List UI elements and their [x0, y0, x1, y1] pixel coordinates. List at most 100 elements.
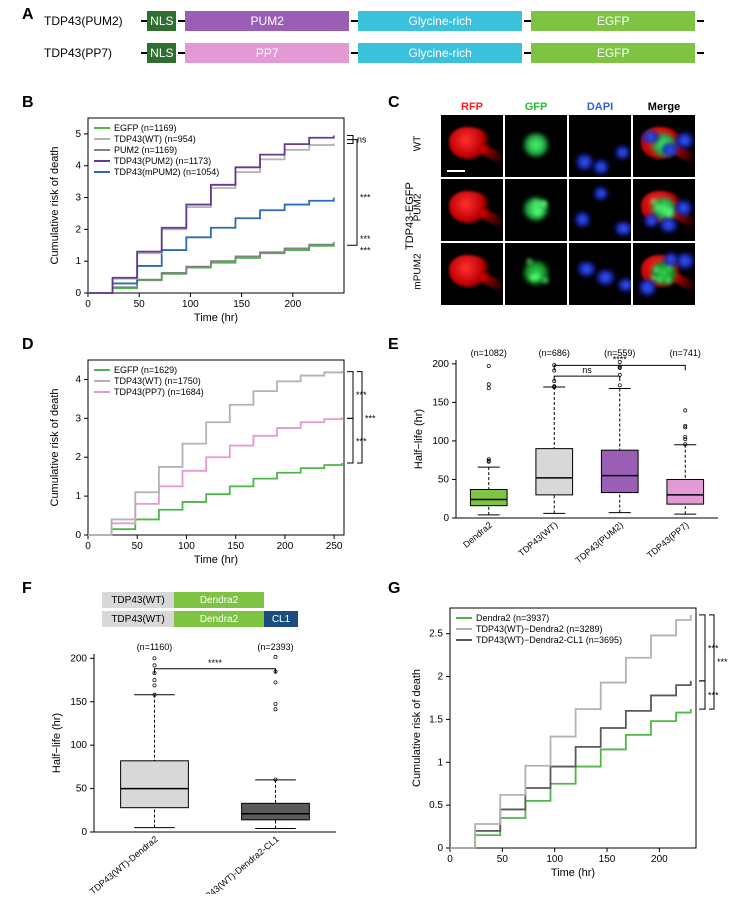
micro-col-header: GFP — [505, 101, 567, 113]
micrograph-cell — [441, 243, 503, 305]
svg-text:4: 4 — [75, 374, 81, 385]
svg-text:TDP43(WT)-Dendra2: TDP43(WT)-Dendra2 — [88, 834, 160, 894]
micro-row-label: WT — [413, 114, 424, 174]
micrograph-cell — [569, 243, 631, 305]
panel-b-label: B — [22, 94, 34, 112]
svg-text:PUM2 (n=1169): PUM2 (n=1169) — [114, 145, 177, 155]
svg-text:3: 3 — [75, 413, 81, 424]
panel-a-constructs: TDP43(PUM2) NLS PUM2 Glycine-rich EGFP TDP43(… — [44, 10, 704, 74]
micro-col-header: Merge — [633, 101, 695, 113]
svg-text:****: **** — [613, 354, 628, 364]
construct-segment: NLS — [147, 43, 176, 63]
svg-text:100: 100 — [546, 854, 563, 865]
svg-text:(n=686): (n=686) — [539, 348, 570, 358]
svg-text:4: 4 — [75, 161, 81, 172]
svg-text:TDP43(WT) (n=1750): TDP43(WT) (n=1750) — [114, 376, 201, 386]
svg-text:0: 0 — [437, 843, 443, 854]
construct-segment: EGFP — [531, 43, 695, 63]
svg-text:EGFP (n=1629): EGFP (n=1629) — [114, 365, 177, 375]
svg-text:1: 1 — [75, 491, 81, 502]
svg-text:50: 50 — [134, 299, 146, 310]
svg-text:Cumulative risk of death: Cumulative risk of death — [49, 389, 61, 507]
svg-text:0.5: 0.5 — [429, 800, 443, 811]
svg-text:150: 150 — [432, 397, 449, 408]
micro-row-label: mPUM2 — [413, 242, 424, 302]
construct-label: TDP43(PP7) — [44, 46, 141, 60]
svg-text:150: 150 — [227, 541, 244, 552]
svg-text:250: 250 — [326, 541, 343, 552]
panel-a-label: A — [22, 6, 34, 24]
svg-text:Dendra2 (n=3937): Dendra2 (n=3937) — [476, 613, 549, 623]
svg-text:***: *** — [365, 413, 376, 423]
panel-d-label: D — [22, 336, 34, 354]
svg-text:TDP43(PUM2) (n=1173): TDP43(PUM2) (n=1173) — [114, 156, 211, 166]
svg-text:***: *** — [360, 245, 371, 255]
svg-text:EGFP (n=1169): EGFP (n=1169) — [114, 123, 176, 133]
micrograph-cell — [569, 115, 631, 177]
svg-text:100: 100 — [178, 541, 195, 552]
svg-text:1: 1 — [437, 757, 443, 768]
svg-text:150: 150 — [599, 854, 616, 865]
construct-segment: EGFP — [531, 11, 695, 31]
construct-segment: PUM2 — [185, 11, 349, 31]
svg-text:5: 5 — [75, 129, 81, 140]
micrograph-cell — [569, 179, 631, 241]
construct-segment: Glycine-rich — [358, 11, 522, 31]
svg-text:Time (hr): Time (hr) — [551, 867, 595, 879]
construct-label: TDP43(PUM2) — [44, 14, 141, 28]
svg-text:***: *** — [360, 234, 371, 244]
svg-text:0: 0 — [85, 299, 91, 310]
svg-text:TDP43(WT) (n=954): TDP43(WT) (n=954) — [114, 134, 196, 144]
svg-text:2: 2 — [437, 672, 443, 683]
svg-text:150: 150 — [70, 697, 87, 708]
svg-text:200: 200 — [284, 299, 301, 310]
micro-row-label: PUM2 — [413, 178, 424, 238]
svg-text:Half−life (hr): Half−life (hr) — [413, 409, 425, 469]
svg-text:(n=1160): (n=1160) — [137, 642, 173, 652]
svg-text:50: 50 — [132, 541, 144, 552]
micrograph-cell — [441, 179, 503, 241]
micrograph-cell — [505, 243, 567, 305]
svg-text:0: 0 — [85, 541, 91, 552]
svg-text:200: 200 — [651, 854, 668, 865]
svg-text:2: 2 — [75, 452, 81, 463]
svg-text:1.5: 1.5 — [429, 714, 443, 725]
micrograph-cell — [633, 179, 695, 241]
svg-text:Dendra2: Dendra2 — [461, 520, 494, 550]
svg-text:(n=2393): (n=2393) — [257, 642, 293, 652]
svg-text:TDP43(mPUM2) (n=1054): TDP43(mPUM2) (n=1054) — [114, 167, 219, 177]
svg-text:200: 200 — [277, 541, 294, 552]
svg-text:***: *** — [717, 657, 728, 667]
construct-segment: Glycine-rich — [358, 43, 522, 63]
construct-segment: PP7 — [185, 43, 349, 63]
panel-f-chart: TDP43(WT)Dendra2TDP43(WT)Dendra2CL1 0501… — [46, 592, 346, 892]
svg-text:0: 0 — [75, 530, 81, 541]
micrograph-cell — [505, 115, 567, 177]
svg-text:200: 200 — [432, 359, 449, 370]
svg-text:100: 100 — [432, 436, 449, 447]
panel-g-chart: 0 50 100 150 200 0 0.5 1 1.5 2 2.5 Time (hr) Cumulat… — [408, 600, 728, 880]
svg-text:50: 50 — [438, 474, 450, 485]
svg-text:TDP43(WT)−Dendra2 (n=3289): TDP43(WT)−Dendra2 (n=3289) — [476, 624, 603, 634]
construct-segment: NLS — [147, 11, 176, 31]
panel-d-chart: 0 50 100 150 200 250 0 1 2 3 4 Time (hr) Cumulative … — [46, 352, 376, 567]
svg-text:100: 100 — [70, 740, 87, 751]
svg-text:2.5: 2.5 — [429, 629, 443, 640]
svg-text:Time (hr): Time (hr) — [194, 554, 238, 566]
svg-text:Half−life (hr): Half−life (hr) — [51, 713, 63, 773]
svg-text:TDP43(PUM2): TDP43(PUM2) — [573, 520, 625, 566]
svg-text:50: 50 — [76, 784, 88, 795]
panel-b-chart: 050100150200012345Time (hr)Cumulative ri… — [46, 110, 376, 325]
svg-text:Cumulative risk of death: Cumulative risk of death — [49, 147, 61, 265]
svg-text:0: 0 — [447, 854, 453, 865]
svg-text:0: 0 — [443, 513, 449, 524]
svg-text:50: 50 — [497, 854, 509, 865]
svg-text:(n=741): (n=741) — [670, 348, 701, 358]
micrograph-cell — [633, 243, 695, 305]
svg-text:Cumulative risk of death: Cumulative risk of death — [411, 669, 423, 787]
svg-text:(n=1082): (n=1082) — [471, 348, 507, 358]
micrograph-cell — [441, 115, 503, 177]
panel-g-label: G — [388, 580, 400, 598]
svg-text:1: 1 — [75, 256, 81, 267]
svg-text:ns: ns — [357, 135, 367, 145]
